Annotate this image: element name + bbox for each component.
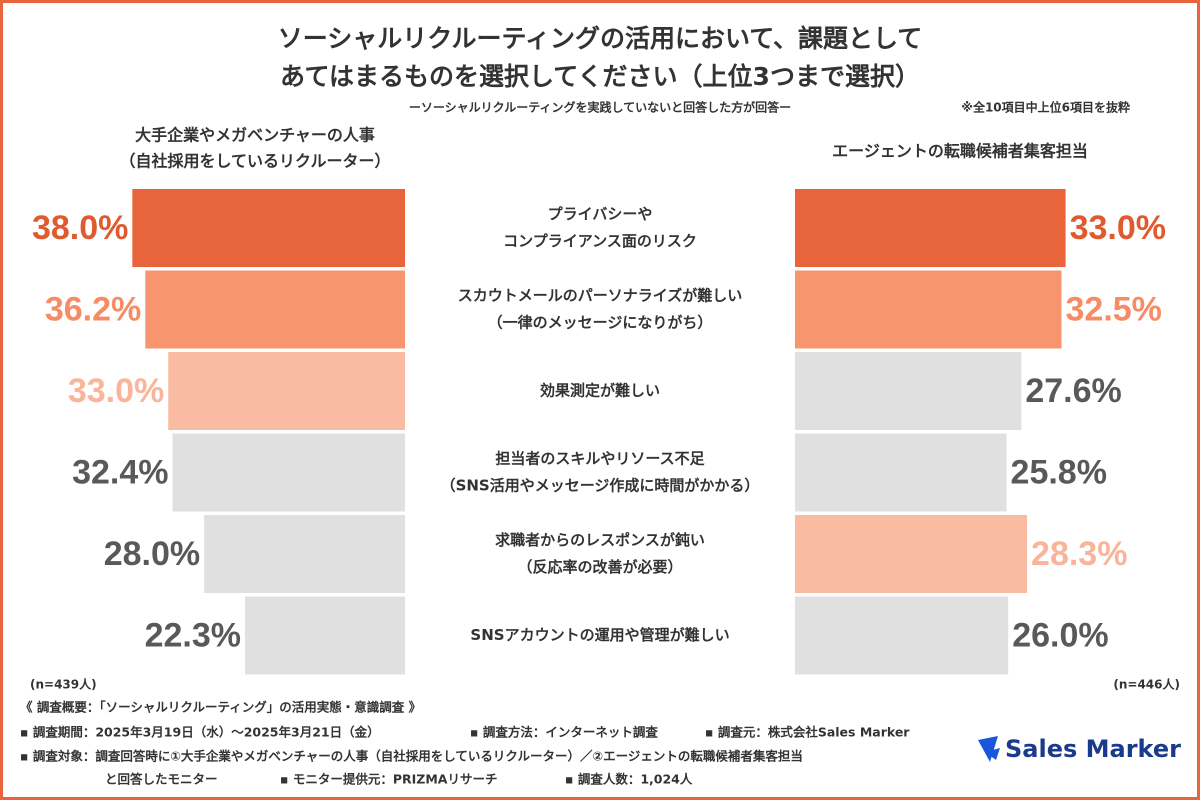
bar	[244, 596, 405, 675]
value-label: 32.4%	[72, 453, 168, 491]
category-label: SNSアカウントの運用や管理が難しい	[470, 626, 729, 644]
series-header: （自社採用をしているリクルーター）	[119, 152, 390, 171]
category-label: スカウトメールのパーソナライズが難しい	[458, 287, 743, 305]
sample-size: (n=446人)	[1113, 677, 1180, 692]
category-label: 効果測定が難しい	[540, 382, 660, 400]
footer-text: ▪ 調査対象：調査回答時に①大手企業やメガベンチャーの人事（自社採用をしているリ…	[20, 749, 803, 764]
bar	[795, 189, 1066, 267]
value-label: 32.5%	[1066, 290, 1162, 328]
value-label: 22.3%	[145, 616, 241, 654]
value-label: 28.0%	[104, 535, 200, 573]
footer-text: と回答したモニター	[105, 772, 218, 787]
bar	[795, 433, 1007, 512]
category-label: 求職者からのレスポンスが鈍い	[495, 531, 705, 549]
footer-text: ▪ 調査元：株式会社Sales Marker	[705, 725, 910, 740]
value-label: 26.0%	[1012, 616, 1108, 654]
footer-text: ▪ 調査方法：インターネット調査	[470, 725, 658, 740]
subtitle: ーソーシャルリクルーティングを実践していないと回答した方が回答ー	[409, 100, 791, 115]
footer-text: ▪ モニター提供元：PRIZMAリサーチ	[280, 772, 497, 787]
value-label: 36.2%	[45, 290, 141, 328]
bar	[795, 352, 1022, 430]
bar	[168, 352, 405, 430]
value-label: 38.0%	[32, 209, 128, 247]
note: ※全10項目中上位6項目を抜粋	[961, 100, 1130, 115]
value-label: 28.3%	[1031, 535, 1127, 573]
value-label: 33.0%	[1070, 209, 1166, 247]
category-label: （一律のメッセージになりがち）	[488, 314, 713, 332]
footer-text: ▪ 調査期間：2025年3月19日（水）〜2025年3月21日（金）	[20, 725, 380, 740]
title-line: ソーシャルリクルーティングの活用において、課題として	[278, 24, 923, 53]
series-header: エージェントの転職候補者集客担当	[832, 142, 1088, 161]
bar	[172, 433, 405, 512]
title-line: あてはまるものを選択してください（上位3つまで選択）	[280, 62, 920, 91]
bar	[795, 515, 1028, 593]
bar	[795, 270, 1062, 349]
bar	[795, 596, 1009, 675]
value-label: 27.6%	[1025, 372, 1121, 410]
logo: Sales Marker	[1005, 735, 1181, 763]
value-label: 33.0%	[68, 372, 164, 410]
bar	[132, 189, 405, 267]
footer-text: 《 調査概要：「ソーシャルリクルーティング」の活用実態・意識調査 》	[20, 700, 421, 715]
category-label: （SNS活用やメッセージ作成に時間がかかる）	[441, 477, 760, 495]
series-header: 大手企業やメガベンチャーの人事	[135, 126, 375, 145]
value-label: 25.8%	[1011, 453, 1107, 491]
category-label: 担当者のスキルやリソース不足	[495, 450, 705, 468]
category-label: プライバシーや	[548, 205, 653, 223]
logo-icon	[978, 736, 1000, 762]
category-label: コンプライアンス面のリスク	[503, 232, 697, 250]
bar	[204, 515, 405, 593]
category-label: （反応率の改善が必要）	[517, 558, 682, 576]
bar	[145, 270, 405, 349]
sample-size: (n=439人)	[30, 677, 97, 692]
footer-text: ▪ 調査人数：1,024人	[565, 772, 693, 787]
